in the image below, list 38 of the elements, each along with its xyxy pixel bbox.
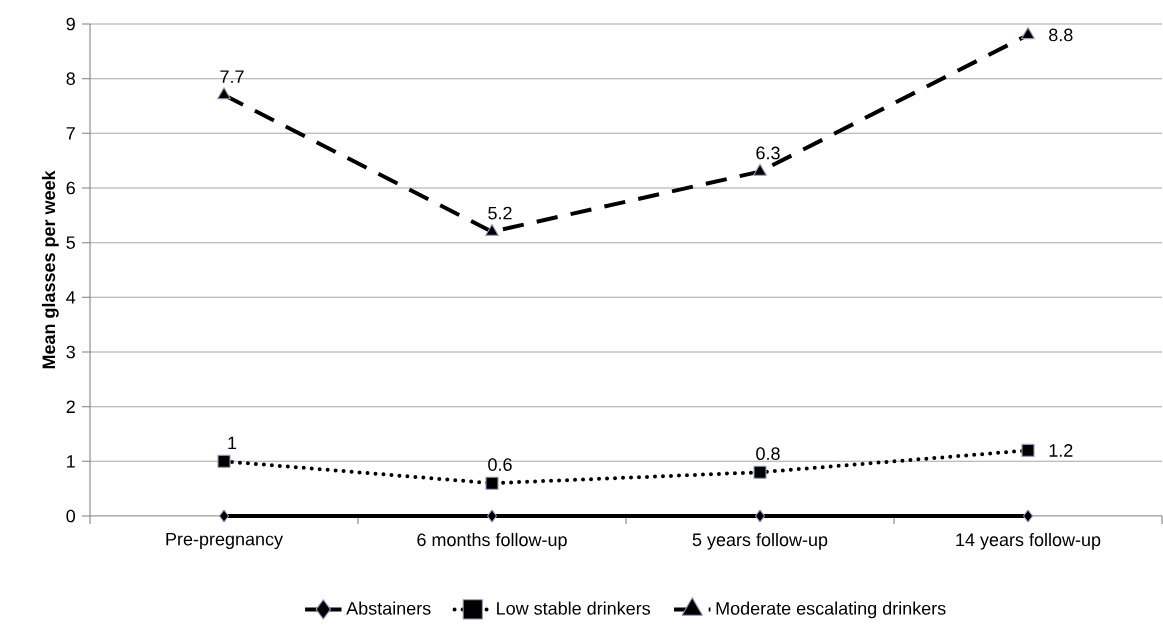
x-tick-label: 14 years follow-up: [956, 532, 1101, 550]
point: [218, 509, 230, 523]
data-label: 0.8: [756, 447, 780, 460]
data-label: 8.8: [1049, 28, 1073, 42]
data-label: 5.2: [488, 206, 512, 220]
y-tick-label: 7: [66, 127, 75, 140]
data-label: 7.7: [220, 70, 244, 83]
y-tick-label: 6: [66, 181, 75, 195]
point: [753, 465, 767, 479]
data-label: 6.3: [756, 146, 780, 160]
data-label: 1.2: [1049, 444, 1073, 457]
point: [754, 509, 766, 523]
x-tick-label: 6 months follow-up: [417, 532, 567, 550]
y-tick-label: 5: [66, 236, 75, 249]
point: [217, 454, 231, 468]
point: [485, 223, 499, 236]
x-tick-label: Pre-pregnancy: [166, 532, 283, 550]
y-tick-label: 3: [66, 345, 75, 359]
point: [485, 476, 499, 490]
legend-label: Low stable drinkers: [497, 601, 651, 615]
x-tick-label: 5 years follow-up: [692, 532, 828, 550]
point: [1021, 443, 1035, 457]
point: [1021, 27, 1035, 40]
y-tick-label: 4: [66, 291, 76, 304]
data-label: 0.6: [488, 458, 512, 471]
y-tick-label: 2: [66, 400, 75, 413]
y-tick-label: 8: [66, 72, 75, 86]
point: [753, 163, 767, 176]
y-tick-label: 0: [66, 509, 76, 523]
data-label: 1: [228, 436, 237, 450]
point: [217, 87, 231, 100]
point: [1022, 509, 1034, 523]
point: [486, 509, 498, 523]
y-tick-label: 1: [67, 455, 75, 468]
y-axis-title: Mean glasses per week: [41, 170, 59, 369]
y-tick-label: 9: [66, 17, 75, 31]
legend-label: Abstainers: [346, 601, 431, 615]
legend-label: Moderate escalating drinkers: [716, 601, 946, 619]
